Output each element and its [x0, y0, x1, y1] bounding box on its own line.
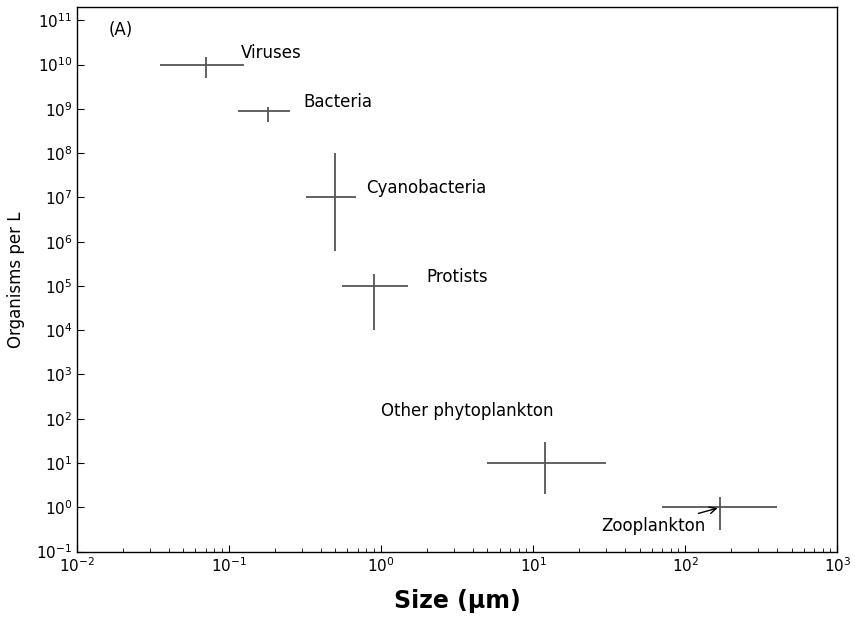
- Text: Cyanobacteria: Cyanobacteria: [366, 179, 486, 197]
- Text: Bacteria: Bacteria: [303, 93, 372, 111]
- Y-axis label: Organisms per L: Organisms per L: [7, 211, 25, 348]
- Text: Zooplankton: Zooplankton: [601, 507, 716, 535]
- Text: Viruses: Viruses: [240, 44, 301, 62]
- Text: Other phytoplankton: Other phytoplankton: [381, 402, 553, 420]
- X-axis label: Size (μm): Size (μm): [394, 589, 521, 613]
- Text: (A): (A): [108, 21, 132, 39]
- Text: Protists: Protists: [426, 268, 488, 286]
